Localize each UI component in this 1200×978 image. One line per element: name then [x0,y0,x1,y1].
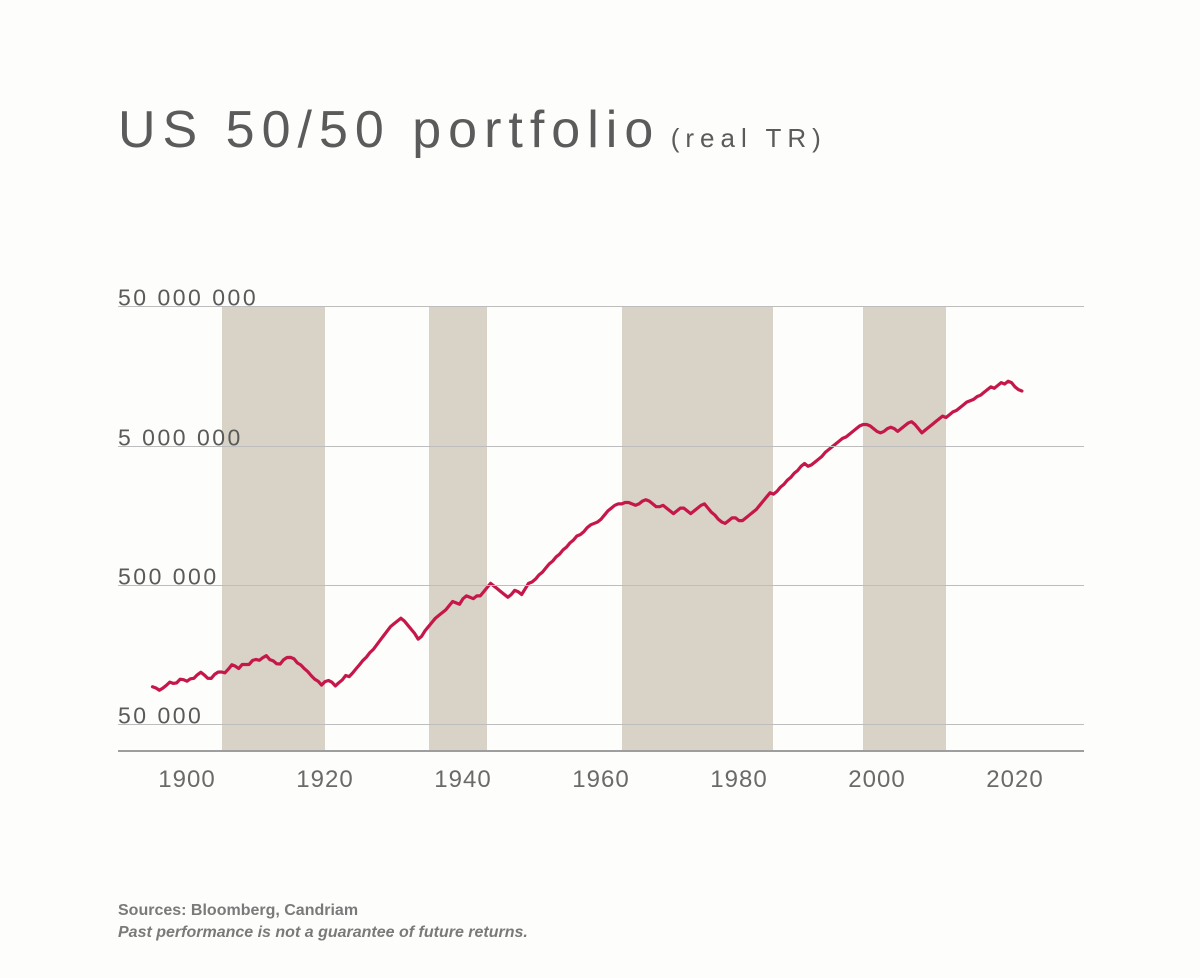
chart-title: US 50/50 portfolio [118,101,660,159]
y-tick-label: 5 000 000 [118,424,243,451]
x-tick-label: 1920 [296,766,353,794]
portfolio-line [153,381,1022,690]
chart-page: US 50/50 portfolio (real TR) 50 000 500 0… [0,0,1200,978]
disclaimer-text: Past performance is not a guarantee of f… [118,922,528,944]
y-gridline [118,446,1084,447]
x-tick-label: 1980 [710,766,767,794]
x-tick-label: 1960 [572,766,629,794]
source-text: Sources: Bloomberg, Candriam [118,900,528,922]
plot-area: 50 000500 0005 000 00050 000 00019001920… [118,306,1084,752]
y-tick-label: 50 000 [118,703,203,730]
x-axis-line [118,750,1084,752]
chart-subtitle: (real TR) [671,123,827,153]
y-gridline [118,306,1084,307]
y-tick-label: 50 000 000 [118,285,258,312]
title-block: US 50/50 portfolio (real TR) [118,100,827,160]
y-tick-label: 500 000 [118,563,219,590]
x-tick-label: 2020 [986,766,1043,794]
chart-area: 50 000500 0005 000 00050 000 00019001920… [118,306,1084,752]
x-tick-label: 1940 [434,766,491,794]
y-gridline [118,585,1084,586]
y-gridline [118,724,1084,725]
x-tick-label: 1900 [158,766,215,794]
x-tick-label: 2000 [848,766,905,794]
line-series [118,306,1084,752]
footnote-block: Sources: Bloomberg, Candriam Past perfor… [118,900,528,945]
